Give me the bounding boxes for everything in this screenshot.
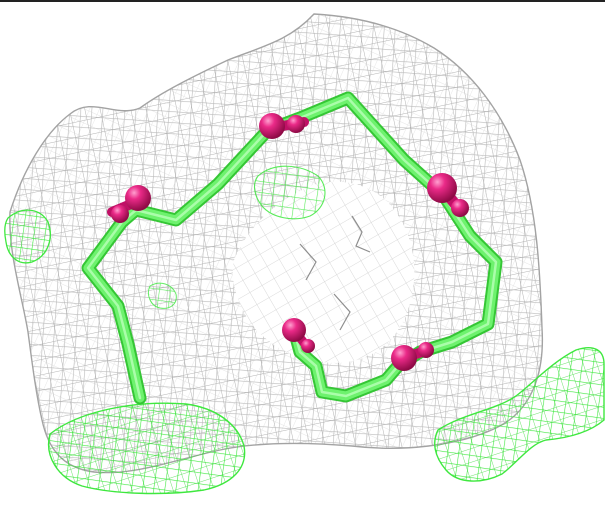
green-mesh-left-small [147, 282, 177, 309]
green-mesh-center-small [253, 165, 326, 220]
atom-center[interactable] [282, 318, 315, 353]
green-mesh-left-edge [4, 209, 51, 264]
atom-right[interactable] [427, 173, 469, 217]
atom-bottom-right[interactable] [391, 342, 434, 371]
green-mesh-bottom-right [434, 346, 605, 482]
atom-left[interactable] [107, 185, 151, 223]
viewer-top-border [0, 0, 605, 2]
oxygen-atoms [107, 113, 469, 371]
atom-top[interactable] [259, 113, 309, 139]
difference-density-mesh [4, 165, 605, 495]
green-mesh-bottom-left [48, 402, 246, 495]
